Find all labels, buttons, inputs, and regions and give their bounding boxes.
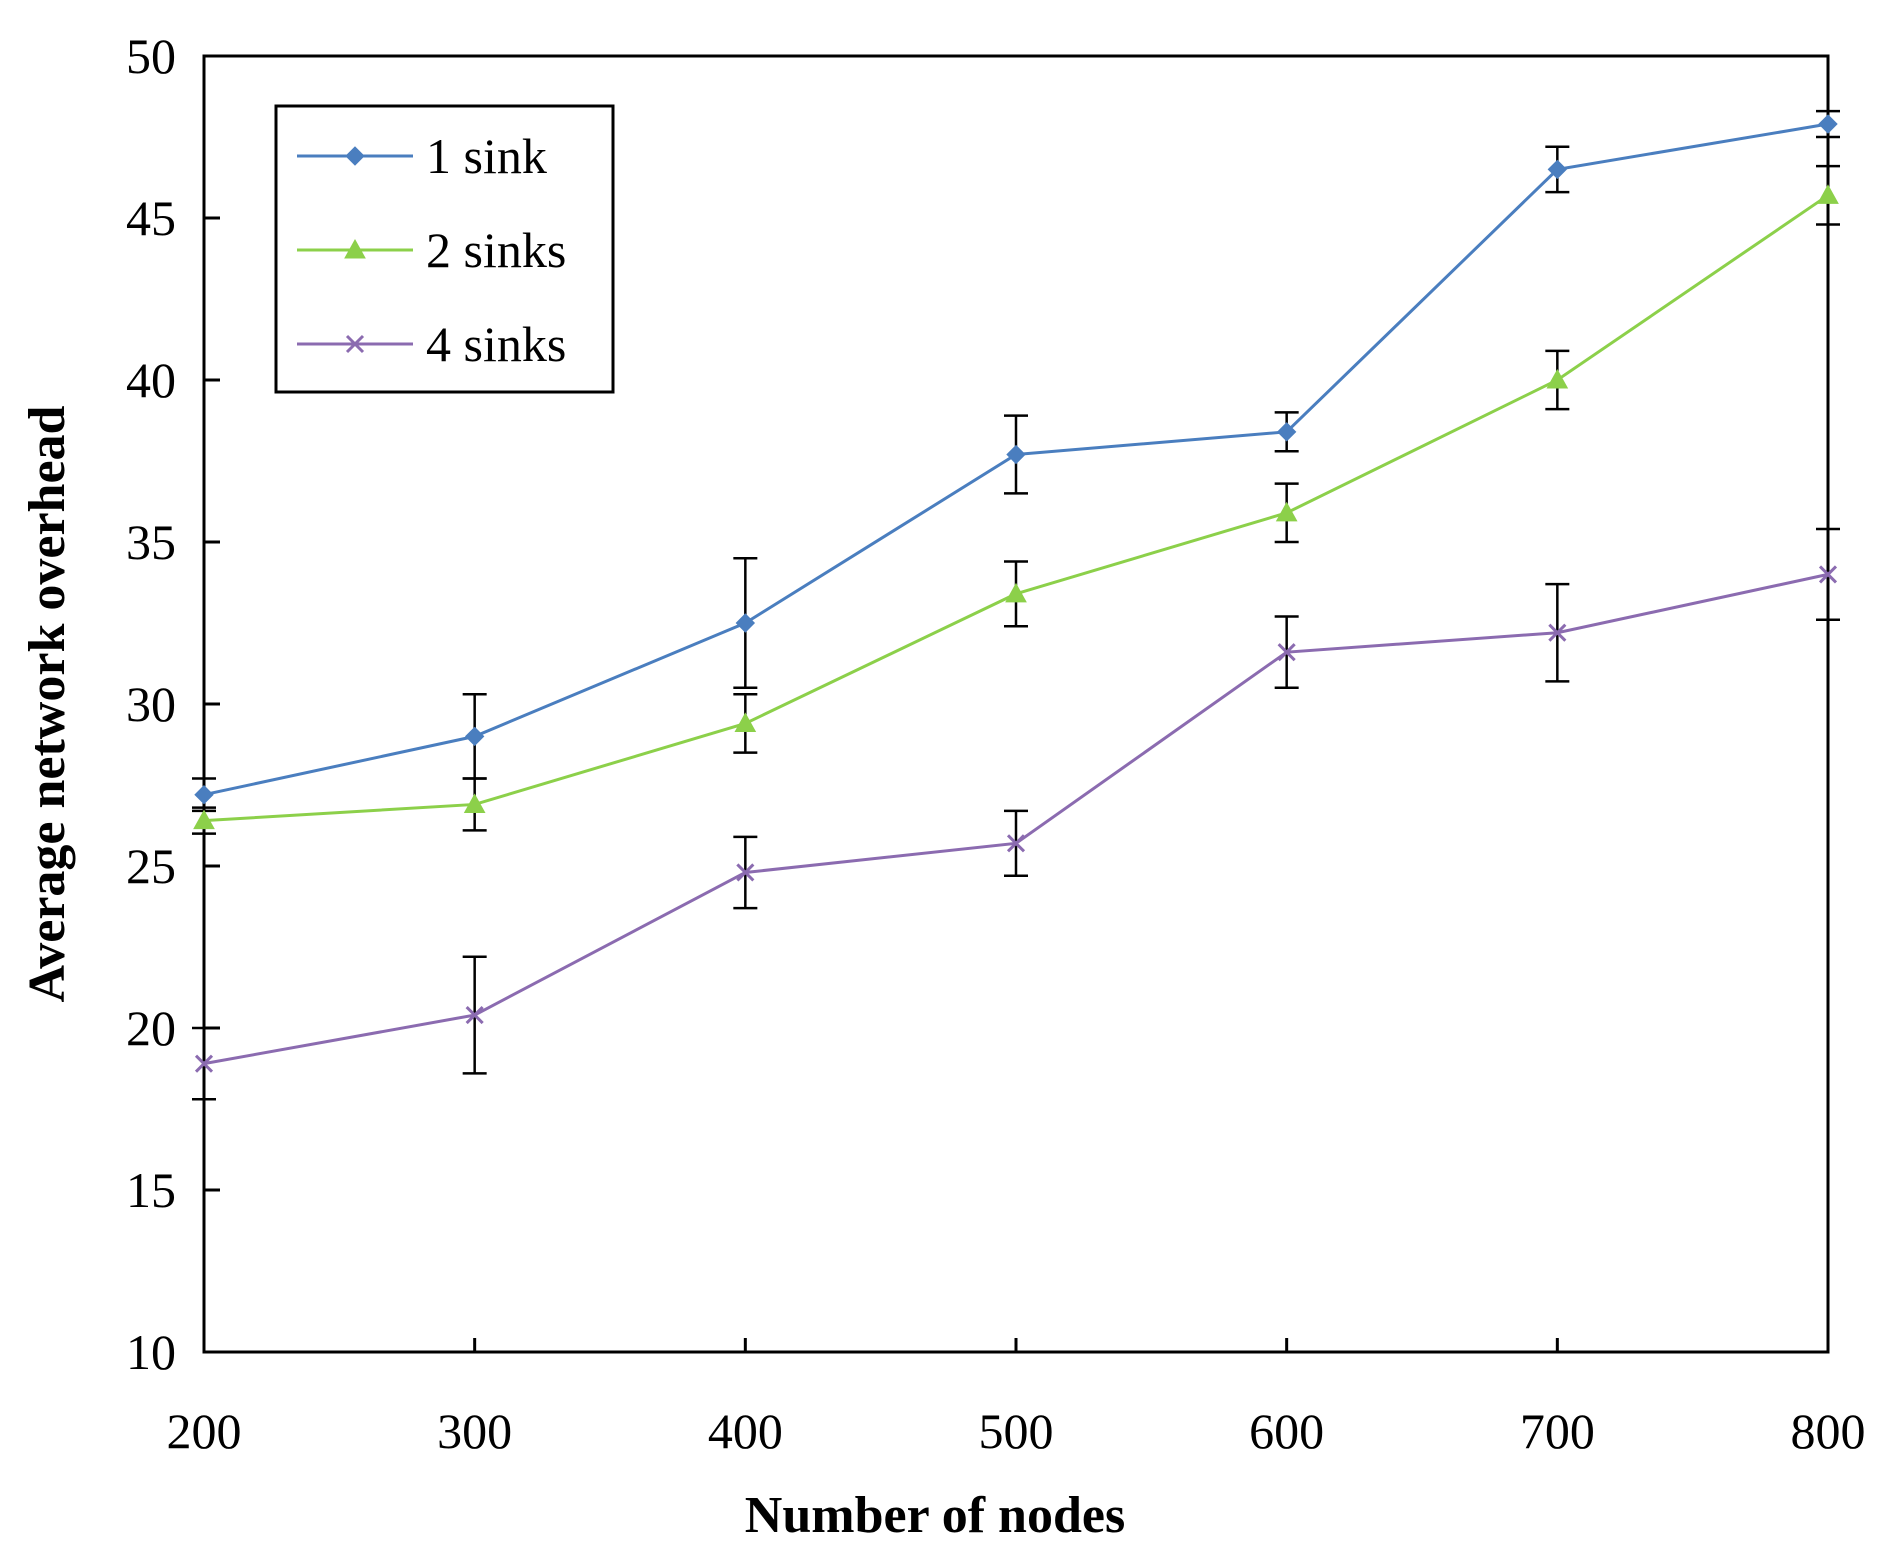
data-point [463, 793, 486, 813]
data-point [1006, 444, 1026, 465]
data-point [465, 1005, 484, 1025]
x-tick-label: 500 [979, 1403, 1054, 1459]
legend-marker [345, 146, 365, 166]
y-tick-label: 35 [126, 514, 176, 570]
legend-entry: 4 sinks [297, 316, 566, 372]
legend-marker [344, 238, 366, 259]
y-axis-title: Average network overhead [19, 405, 76, 1002]
data-point-stroke [1006, 834, 1026, 853]
y-tick-label: 45 [126, 190, 176, 246]
y-tick-label: 25 [126, 838, 176, 894]
y-tick-label: 10 [126, 1324, 176, 1380]
data-point [735, 613, 756, 633]
x-tick-label: 400 [708, 1403, 783, 1459]
data-point-stroke [736, 863, 755, 882]
data-point [1005, 582, 1027, 603]
y-tick-label: 50 [126, 28, 176, 84]
legend-entry: 2 sinks [297, 222, 566, 278]
data-point [1006, 834, 1026, 853]
data-point-stroke [465, 1005, 484, 1025]
data-point-stroke [1548, 623, 1567, 642]
legend-marker [345, 334, 365, 354]
data-point [194, 785, 214, 805]
data-point [1818, 565, 1838, 584]
y-tick-label: 20 [126, 1000, 176, 1056]
legend-label: 2 sinks [426, 222, 566, 278]
data-point [1817, 184, 1839, 204]
series-1-sink [192, 109, 1840, 813]
legend-marker-stroke [345, 334, 365, 354]
series-layer [192, 109, 1840, 1101]
data-point-stroke [194, 1054, 214, 1073]
series-4-sinks [192, 527, 1840, 1101]
series-2-sinks [192, 164, 1840, 835]
y-tick-label: 40 [126, 352, 176, 408]
data-point-stroke [1277, 643, 1296, 662]
data-point [734, 712, 757, 732]
x-tick-label: 600 [1249, 1403, 1324, 1459]
x-tick-label: 700 [1520, 1403, 1595, 1459]
legend-entries: 1 sink 2 sinks 4 sinks [297, 128, 566, 372]
legend-label: 1 sink [426, 128, 547, 184]
data-point [194, 1054, 214, 1073]
data-point [1277, 643, 1296, 662]
legend-label: 4 sinks [426, 316, 566, 372]
x-tick-label: 800 [1791, 1403, 1866, 1459]
y-tick-label: 15 [126, 1162, 176, 1218]
x-tick-label: 300 [437, 1403, 512, 1459]
y-axis: 10 15 20 25 30 35 40 45 50 [126, 28, 220, 1380]
data-point [736, 863, 755, 882]
data-point [1548, 623, 1567, 642]
x-axis: 200 300 400 500 600 700 800 [167, 1338, 1866, 1459]
data-point [1275, 501, 1298, 522]
legend-entry: 1 sink [297, 128, 547, 184]
data-point-stroke [1818, 565, 1838, 584]
data-point [1818, 114, 1838, 134]
data-point [1546, 368, 1569, 389]
y-tick-label: 30 [126, 676, 176, 732]
x-tick-label: 200 [167, 1403, 242, 1459]
data-point [193, 809, 215, 830]
data-point [1547, 159, 1568, 180]
x-axis-title: Number of nodes [745, 1487, 1125, 1544]
data-point [1276, 422, 1297, 442]
legend: 1 sink 2 sinks 4 sinks [274, 104, 615, 394]
data-point [464, 726, 485, 747]
